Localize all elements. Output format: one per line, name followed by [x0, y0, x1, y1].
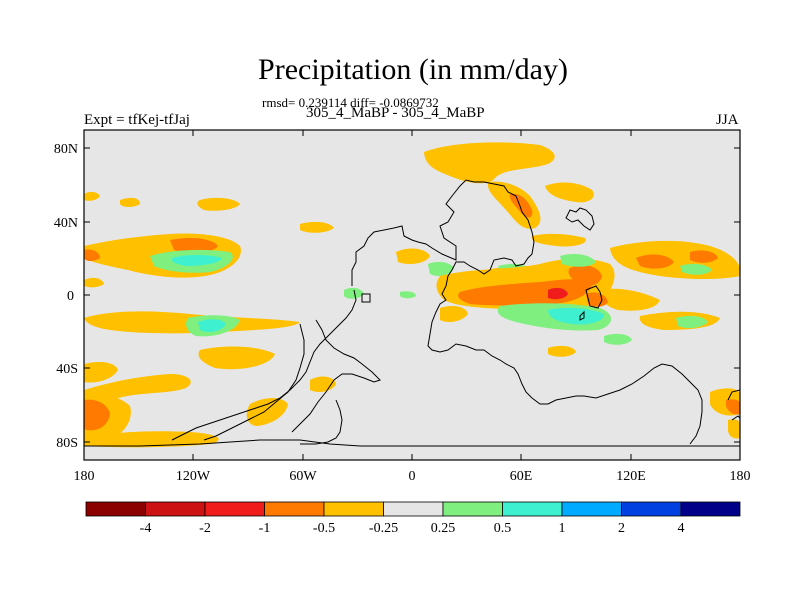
lon-label-180e: 180 — [730, 469, 751, 484]
field-green-atlantic — [344, 287, 364, 299]
field-red-east-pacific-west — [84, 249, 100, 261]
case-names: 305_4_MaBP - 305_4_MaBP — [306, 105, 485, 121]
colorbar-label-8: 1 — [559, 521, 566, 536]
colorbar-label-2: -2 — [199, 521, 211, 536]
field-red-maritime — [586, 292, 608, 307]
field-orange-cent-pacific — [120, 197, 140, 207]
coastline-andes-inner — [291, 319, 381, 433]
colorbar-label-5: -0.25 — [369, 521, 398, 536]
rmsd-diff-stats: rmsd= 0.239114 diff= -0.0869732 — [262, 95, 439, 110]
field-orange-nw-atlantic — [84, 277, 104, 288]
colorbar-swatch-4 — [264, 501, 325, 517]
coastline-australia-ne — [727, 389, 740, 401]
field-orange-atlantic-north — [197, 197, 240, 211]
field-green-west-pacific-b — [680, 263, 712, 275]
field-cyan-indian-ocean — [548, 307, 604, 325]
colorbar-label-6: 0.25 — [431, 521, 456, 536]
colorbar-swatch-9 — [561, 501, 622, 517]
field-red-east-pacific — [170, 238, 218, 253]
field-orange-tasman — [548, 345, 576, 357]
lat-label-40n: 40N — [54, 216, 78, 231]
colorbar-label-3: -1 — [259, 521, 271, 536]
colorbar-labels: -4 -2 -1 -0.5 -0.25 0.25 0.5 1 2 4 — [140, 521, 685, 536]
experiment-label: Expt = tfKej-tfJaj — [84, 112, 190, 128]
field-red-west-pacific — [636, 254, 674, 269]
field-green-sw-pacific — [676, 315, 708, 329]
field-green-atlantic-b — [400, 291, 416, 299]
coastline-atlantic-island — [361, 293, 371, 303]
coastline-antarctic-east — [731, 415, 740, 421]
coastline-north-america — [351, 179, 703, 445]
lat-label-80n: 80N — [54, 142, 78, 157]
coastline-south-africa — [579, 310, 585, 321]
colorbar-label-7: 0.5 — [494, 521, 512, 536]
field-orange-southwest-edge — [84, 362, 118, 383]
colorbar — [85, 501, 741, 517]
tick-marks — [84, 130, 740, 460]
lon-label-180w: 180 — [74, 469, 95, 484]
field-red-antarctic-w — [84, 399, 110, 431]
colorbar-label-4: -0.5 — [313, 521, 335, 536]
coastline-south-atlantic — [203, 323, 305, 441]
colorbar-swatch-7 — [442, 501, 503, 517]
field-orange-gulf — [300, 221, 334, 233]
field-red-se-edge — [726, 399, 740, 415]
lat-label-40s: 40S — [56, 362, 78, 377]
lon-label-120e: 120E — [616, 469, 646, 484]
lon-label-60e: 60E — [510, 469, 533, 484]
field-green-sahel — [428, 261, 454, 276]
field-orange-africa-west — [396, 248, 430, 264]
field-green-australia-ne — [604, 333, 632, 345]
field-orange-north-pacific-west-edge — [84, 191, 100, 201]
field-red-bay-of-bengal — [568, 265, 602, 286]
field-orange-maritime — [599, 288, 660, 311]
colorbar-swatch-2 — [145, 501, 206, 517]
field-orange-japan — [545, 182, 594, 203]
season-label: JJA — [716, 112, 739, 128]
colorbar-label-9: 2 — [618, 521, 625, 536]
lon-label-60w: 60W — [289, 469, 317, 484]
colorbar-swatch-6 — [383, 501, 444, 517]
lat-label-80s: 80S — [56, 436, 78, 451]
coastline-japan — [565, 207, 595, 231]
colorbar-label-1: -4 — [140, 521, 152, 536]
map-title: Precipitation (in mm/day) — [258, 53, 568, 86]
coastline-antarctica — [84, 439, 740, 447]
field-orange-pacific-mid — [531, 233, 586, 247]
colorbar-swatch-1 — [85, 501, 146, 517]
field-cyan-south-pacific — [198, 319, 226, 332]
lon-label-120w: 120W — [176, 469, 211, 484]
field-red-east-asia — [509, 193, 533, 218]
field-orange-north-asia — [424, 142, 555, 184]
colorbar-swatch-5 — [323, 501, 384, 517]
colorbar-swatch-11 — [680, 501, 741, 517]
lat-label-0: 0 — [67, 289, 74, 304]
field-cyan-east-pacific — [171, 255, 222, 266]
coastlines — [84, 179, 740, 447]
precip-anomaly-fields — [84, 142, 740, 448]
field-orange-south-atlantic — [246, 398, 288, 426]
field-orange-scotia — [310, 376, 336, 392]
coastline-south-america — [171, 289, 357, 441]
field-orange-andes — [198, 346, 275, 370]
colorbar-swatch-10 — [621, 501, 682, 517]
coastline-patagonia — [300, 399, 343, 445]
field-orange-south-indian — [440, 306, 468, 322]
coastline-maritime — [585, 285, 603, 309]
field-red-south-china-sea — [548, 287, 568, 300]
lon-label-0: 0 — [409, 469, 416, 484]
colorbar-label-10: 4 — [678, 521, 685, 536]
field-orange-far-south — [84, 431, 219, 448]
field-green-west-pacific — [560, 254, 596, 267]
colorbar-swatch-8 — [502, 501, 563, 517]
colorbar-swatch-3 — [204, 501, 265, 517]
field-orange-antarctic-e — [728, 419, 740, 439]
field-red-west-pacific-b — [690, 250, 718, 263]
